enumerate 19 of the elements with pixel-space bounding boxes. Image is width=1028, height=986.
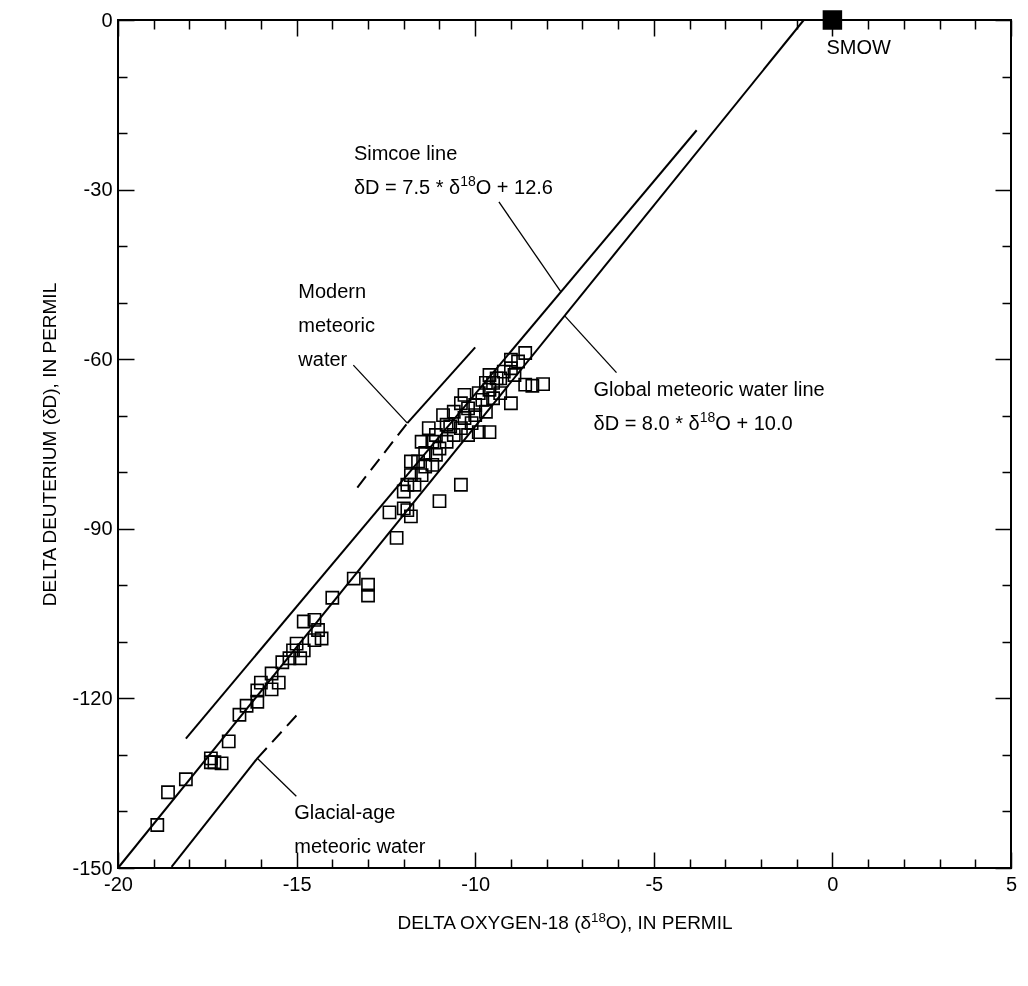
y-axis-title: DELTA DEUTERIUM (δD), IN PERMIL [39,282,61,607]
x-tick-label: 5 [1005,872,1018,895]
x-axis-title: DELTA OXYGEN-18 (δ$^{18}$O), IN PERMIL [397,909,733,933]
annotation: Glacial-age meteoric water [294,801,426,858]
annotation: δD = 7.5 * δ$^{18}$O + 12.6 [353,172,553,198]
y-tick-label: -30 [83,178,113,201]
x-tick-label: 0 [827,872,839,895]
annotation: δD = 8.0 * δ$^{18}$O + 10.0 [593,408,793,434]
x-tick-label: -5 [645,872,664,895]
y-tick-label: -60 [83,347,113,370]
annotation: Modern meteoric water [297,280,376,371]
y-tick-label: -120 [72,686,113,709]
x-tick-label: -10 [461,872,491,895]
x-tick-label: -15 [282,872,312,895]
annotation: Simcoe line [353,141,458,164]
annotation: Global meteoric water line [593,377,825,400]
y-tick-label: 0 [101,8,113,31]
y-tick-label: -90 [83,517,113,540]
legend-label: SMOW [826,36,891,58]
